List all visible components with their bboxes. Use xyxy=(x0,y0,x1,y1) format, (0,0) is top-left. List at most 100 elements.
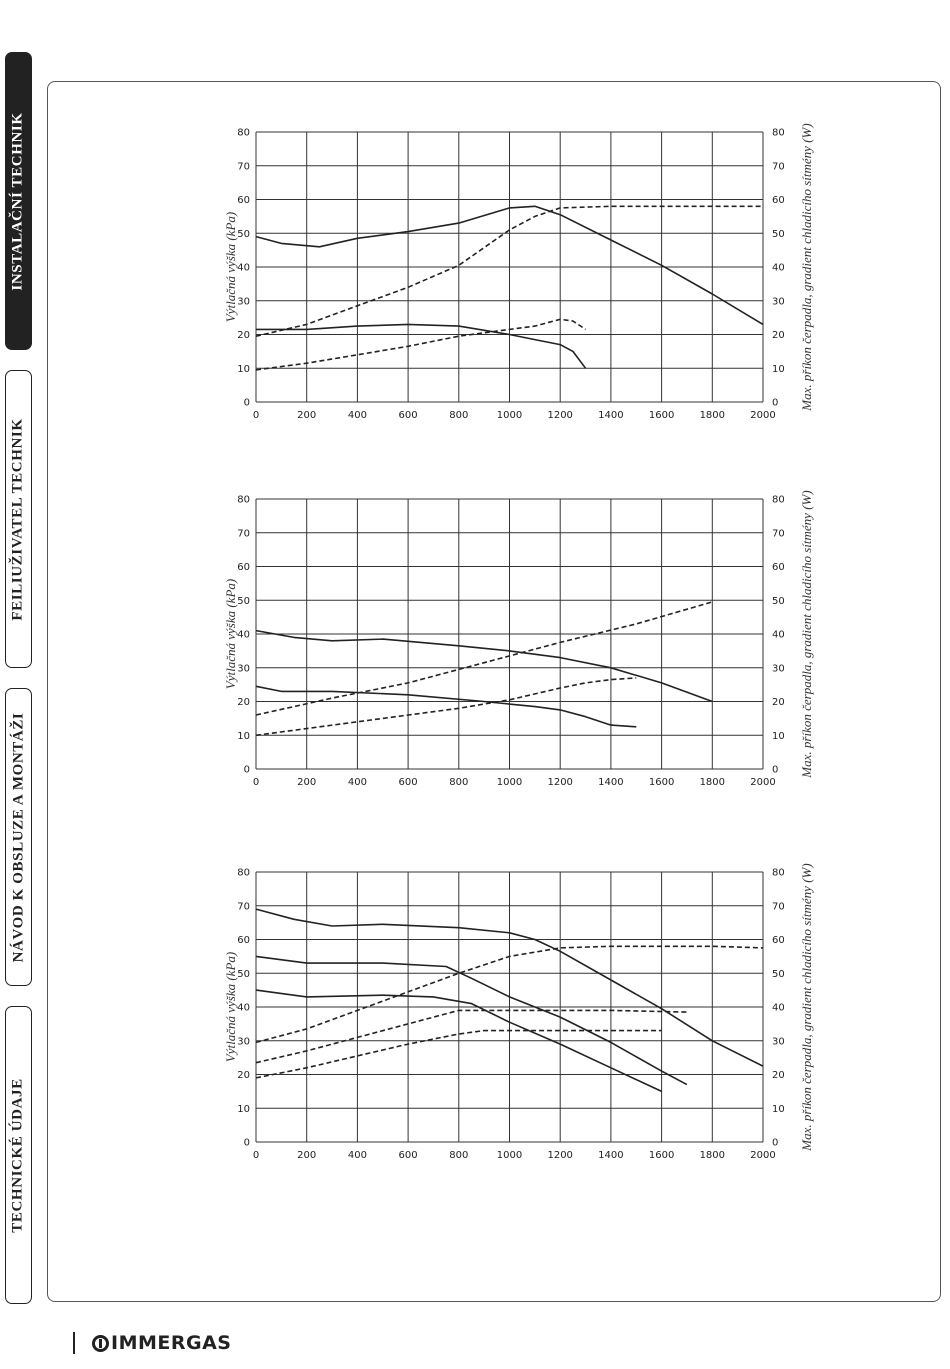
x-tick-label: 2000 xyxy=(750,1150,775,1161)
sidebar-tab-3[interactable]: NÁVOD K OBSLUZE A MONTÁŽI xyxy=(5,688,32,986)
y-tick-label-left: 20 xyxy=(237,697,250,708)
dashed-series-line-4 xyxy=(255,945,764,1044)
brand-logo: IMMERGAS xyxy=(92,1332,231,1354)
sidebar-tab-4-label: TECHNICKÉ ÚDAJE xyxy=(10,1077,26,1233)
y-tick-label-left: 30 xyxy=(237,296,250,307)
sidebar-tab-2[interactable]: FEILIUŽIVATEL TECHNIK xyxy=(5,370,32,668)
y-tick-label-right: 30 xyxy=(772,663,785,674)
x-tick-label: 0 xyxy=(253,1150,259,1161)
y-tick-label-right: 0 xyxy=(772,398,778,409)
x-tick-label: 400 xyxy=(348,1150,367,1161)
y-tick-label-left: 10 xyxy=(237,364,250,375)
y-tick-label-right: 60 xyxy=(772,195,785,206)
footer-divider xyxy=(73,1332,75,1354)
x-tick-label: 800 xyxy=(449,1150,468,1161)
y-axis-label-left: Výtlačná výška (kPa) xyxy=(223,952,238,1062)
x-tick-label: 1600 xyxy=(649,410,674,421)
y-tick-label-right: 0 xyxy=(772,1138,778,1149)
y-tick-label-left: 40 xyxy=(237,630,250,641)
content-frame xyxy=(47,81,941,1302)
x-tick-label: 1200 xyxy=(547,1150,572,1161)
y-tick-label-left: 80 xyxy=(237,495,250,506)
y-tick-label-left: 80 xyxy=(237,128,250,139)
y-tick-label-right: 50 xyxy=(772,596,785,607)
x-tick-label: 600 xyxy=(399,1150,418,1161)
brand-name: IMMERGAS xyxy=(111,1332,232,1354)
y-tick-label-right: 10 xyxy=(772,731,785,742)
y-tick-label-right: 20 xyxy=(772,697,785,708)
y-tick-label-left: 70 xyxy=(237,901,250,912)
sidebar-tab-1[interactable]: INSTALAČNÍ TECHNIK xyxy=(5,52,32,350)
x-tick-label: 1000 xyxy=(497,1150,522,1161)
y-tick-label-left: 60 xyxy=(237,562,250,573)
x-tick-label: 200 xyxy=(297,410,316,421)
immergas-logo-icon xyxy=(92,1334,109,1352)
y-axis-label-right: Max. příkon čerpadla, gradient chladicíh… xyxy=(799,863,814,1151)
x-tick-label: 1200 xyxy=(547,777,572,788)
y-tick-label-left: 50 xyxy=(237,596,250,607)
x-tick-label: 1400 xyxy=(598,410,623,421)
x-tick-label: 600 xyxy=(399,777,418,788)
y-tick-label-left: 10 xyxy=(237,731,250,742)
x-tick-label: 2000 xyxy=(750,410,775,421)
y-axis-label-left: Výtlačná výška (kPa) xyxy=(223,579,238,689)
y-tick-label-right: 40 xyxy=(772,263,785,274)
solid-series-line-2 xyxy=(255,685,637,728)
x-tick-label: 1800 xyxy=(700,777,725,788)
dashed-series-line-4 xyxy=(255,677,637,737)
x-tick-label: 200 xyxy=(297,777,316,788)
solid-series-line-1 xyxy=(255,205,764,326)
x-tick-label: 1800 xyxy=(700,1150,725,1161)
y-tick-label-right: 30 xyxy=(772,296,785,307)
x-tick-label: 1200 xyxy=(547,410,572,421)
x-tick-label: 1600 xyxy=(649,777,674,788)
x-tick-label: 1000 xyxy=(497,777,522,788)
y-tick-label-left: 70 xyxy=(237,528,250,539)
solid-series-line-1 xyxy=(255,908,764,1067)
y-tick-label-left: 0 xyxy=(244,398,250,409)
y-tick-label-right: 0 xyxy=(772,765,778,776)
sidebar-tab-4[interactable]: TECHNICKÉ ÚDAJE xyxy=(5,1006,32,1304)
y-tick-label-left: 20 xyxy=(237,1070,250,1081)
y-tick-label-left: 70 xyxy=(237,161,250,172)
x-tick-label: 600 xyxy=(399,410,418,421)
x-tick-label: 1600 xyxy=(649,1150,674,1161)
x-tick-label: 1000 xyxy=(497,410,522,421)
dashed-series-line-4 xyxy=(255,318,587,371)
x-tick-label: 1400 xyxy=(598,777,623,788)
y-tick-label-right: 60 xyxy=(772,562,785,573)
y-tick-label-right: 50 xyxy=(772,969,785,980)
y-tick-label-right: 70 xyxy=(772,161,785,172)
y-axis-label-left: Výtlačná výška (kPa) xyxy=(223,212,238,322)
y-axis-label-right: Max. příkon čerpadla, gradient chladicíh… xyxy=(799,123,814,411)
solid-series-line-2 xyxy=(255,955,688,1086)
y-tick-label-right: 50 xyxy=(772,229,785,240)
x-tick-label: 0 xyxy=(253,777,259,788)
x-tick-label: 200 xyxy=(297,1150,316,1161)
y-tick-label-right: 40 xyxy=(772,630,785,641)
x-tick-label: 2000 xyxy=(750,777,775,788)
solid-series-line-1 xyxy=(255,629,713,703)
y-tick-label-left: 50 xyxy=(237,969,250,980)
dashed-series-line-3 xyxy=(255,205,763,337)
y-tick-label-left: 30 xyxy=(237,663,250,674)
y-tick-label-left: 80 xyxy=(237,868,250,879)
y-tick-label-left: 0 xyxy=(244,765,250,776)
y-tick-label-right: 80 xyxy=(772,128,785,139)
y-tick-label-right: 80 xyxy=(772,868,785,879)
y-tick-label-right: 10 xyxy=(772,364,785,375)
sidebar-tab-2-label: FEILIUŽIVATEL TECHNIK xyxy=(10,417,27,621)
y-tick-label-left: 20 xyxy=(237,330,250,341)
y-axis-label-right: Max. příkon čerpadla, gradient chladicíh… xyxy=(799,490,814,778)
y-tick-label-left: 0 xyxy=(244,1138,250,1149)
y-tick-label-right: 40 xyxy=(772,1003,785,1014)
dashed-series-line-5 xyxy=(255,1009,687,1064)
y-tick-label-left: 30 xyxy=(237,1036,250,1047)
x-tick-label: 1400 xyxy=(598,1150,623,1161)
y-tick-label-right: 70 xyxy=(772,528,785,539)
y-tick-label-right: 30 xyxy=(772,1036,785,1047)
x-tick-label: 800 xyxy=(449,410,468,421)
x-tick-label: 400 xyxy=(348,777,367,788)
